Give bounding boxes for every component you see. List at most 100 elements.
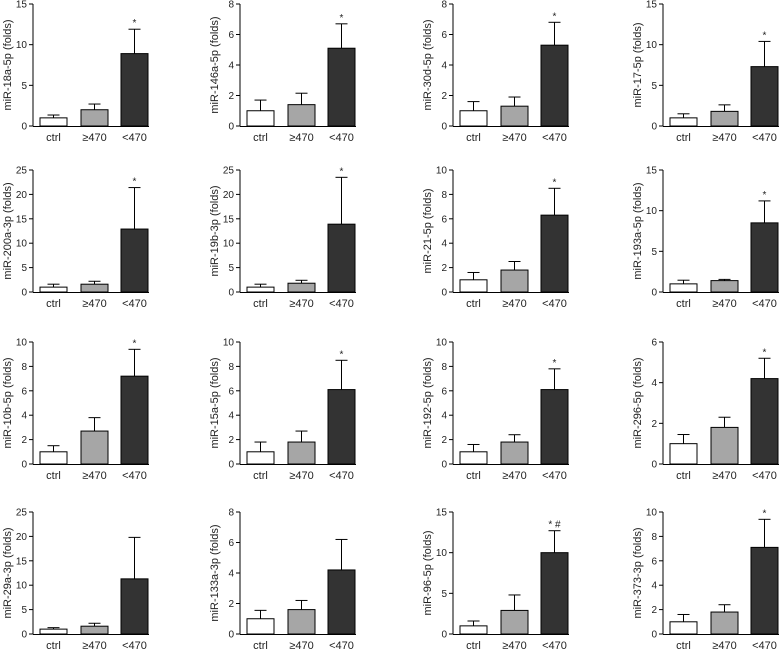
y-tick-label: 4 — [441, 239, 447, 250]
y-tick-label: 0 — [228, 122, 234, 133]
bar-ge470 — [80, 109, 109, 127]
category-label: <470 — [329, 640, 354, 650]
y-tick-label: 10 — [16, 581, 28, 592]
y-tick-label: 8 — [228, 362, 234, 373]
y-tick-label: 0 — [441, 460, 447, 471]
y-tick-label: 15 — [646, 0, 658, 11]
category-label: <470 — [329, 298, 354, 310]
y-tick-label: 4 — [651, 581, 657, 592]
category-label: ≥470 — [502, 132, 526, 144]
y-tick-label: 5 — [21, 263, 27, 274]
y-tick-label: 2 — [228, 435, 234, 446]
y-tick-label: 0 — [651, 460, 657, 471]
y-tick-label: 10 — [16, 40, 28, 51]
bar-lt470 — [540, 214, 569, 293]
category-label: ctrl — [46, 640, 61, 650]
bar-lt470 — [327, 223, 356, 293]
bar-ctrl — [246, 286, 275, 293]
bar-lt470 — [540, 389, 569, 465]
category-label: <470 — [122, 298, 147, 310]
category-label: <470 — [329, 470, 354, 482]
category-label: ctrl — [676, 298, 691, 310]
category-label: ctrl — [253, 298, 268, 310]
y-axis-title: miR-29a-3p (folds) — [2, 527, 14, 618]
y-tick-label: 20 — [223, 190, 235, 201]
bar-ctrl — [246, 618, 275, 635]
y-tick-label: 10 — [223, 338, 235, 349]
bar-lt470 — [750, 378, 779, 465]
y-tick-label: 10 — [646, 40, 658, 51]
y-tick-label: 2 — [21, 435, 27, 446]
category-label: ≥470 — [82, 132, 106, 144]
category-label: ≥470 — [82, 298, 106, 310]
category-label: ctrl — [676, 132, 691, 144]
y-axis-title: miR-96-5p (folds) — [422, 531, 434, 616]
category-label: ≥470 — [502, 640, 526, 650]
y-tick-label: 0 — [651, 122, 657, 133]
y-tick-label: 20 — [16, 532, 28, 543]
bar-ctrl — [39, 451, 68, 465]
y-tick-label: 4 — [21, 411, 27, 422]
category-label: ≥470 — [289, 132, 313, 144]
y-tick-label: 4 — [228, 569, 234, 580]
y-tick-label: 4 — [441, 61, 447, 72]
bar-lt470 — [120, 578, 149, 635]
category-label: ctrl — [466, 470, 481, 482]
significance-marker: * — [133, 338, 137, 349]
y-tick-label: 2 — [651, 419, 657, 430]
bar-ge470 — [710, 110, 739, 127]
category-label: <470 — [542, 470, 567, 482]
y-tick-label: 0 — [441, 288, 447, 299]
y-axis-title: miR-193a-5p (folds) — [632, 182, 644, 279]
bar-ctrl — [669, 283, 698, 293]
category-label: <470 — [122, 640, 147, 650]
category-label: ctrl — [46, 470, 61, 482]
y-tick-label: 15 — [646, 166, 658, 177]
category-label: <470 — [752, 132, 777, 144]
bar-lt470 — [750, 222, 779, 293]
y-axis-title: miR-146a-5p (folds) — [209, 16, 221, 113]
y-axis-title: miR-192-5p (folds) — [422, 357, 434, 448]
y-tick-label: 6 — [228, 386, 234, 397]
bar-ge470 — [80, 283, 109, 293]
category-label: ctrl — [676, 470, 691, 482]
y-tick-label: 0 — [228, 460, 234, 471]
y-axis-title: miR-17-5p (folds) — [632, 23, 644, 108]
significance-marker: * — [763, 508, 767, 519]
y-axis-title: miR-200a-3p (folds) — [2, 182, 14, 279]
category-label: <470 — [122, 132, 147, 144]
y-tick-label: 0 — [21, 288, 27, 299]
y-axis-title: miR-133a-3p (folds) — [209, 524, 221, 621]
y-tick-label: 8 — [21, 362, 27, 373]
category-label: ctrl — [253, 132, 268, 144]
bar-lt470 — [120, 375, 149, 465]
category-label: ctrl — [253, 470, 268, 482]
bar-ctrl — [459, 279, 488, 293]
y-tick-label: 6 — [441, 30, 447, 41]
y-tick-label: 2 — [651, 605, 657, 616]
category-label: <470 — [752, 640, 777, 650]
y-axis-title: miR-373-3p (folds) — [632, 527, 644, 618]
bar-ctrl — [39, 628, 68, 635]
category-label: ≥470 — [289, 298, 313, 310]
category-label: ctrl — [466, 640, 481, 650]
bar-ge470 — [80, 430, 109, 465]
y-tick-label: 25 — [223, 166, 235, 177]
y-tick-label: 10 — [436, 548, 448, 559]
y-tick-label: 10 — [16, 338, 28, 349]
y-tick-label: 15 — [223, 214, 235, 225]
bar-ctrl — [459, 110, 488, 127]
bar-lt470 — [327, 569, 356, 635]
category-label: ≥470 — [712, 298, 736, 310]
bar-lt470 — [120, 53, 149, 127]
bar-ge470 — [287, 441, 316, 465]
bar-ge470 — [500, 609, 529, 635]
y-tick-label: 10 — [646, 508, 658, 519]
y-tick-label: 8 — [228, 508, 234, 519]
bar-ge470 — [80, 625, 109, 635]
y-tick-label: 15 — [16, 0, 28, 11]
y-tick-label: 0 — [441, 122, 447, 133]
bar-lt470 — [327, 47, 356, 127]
